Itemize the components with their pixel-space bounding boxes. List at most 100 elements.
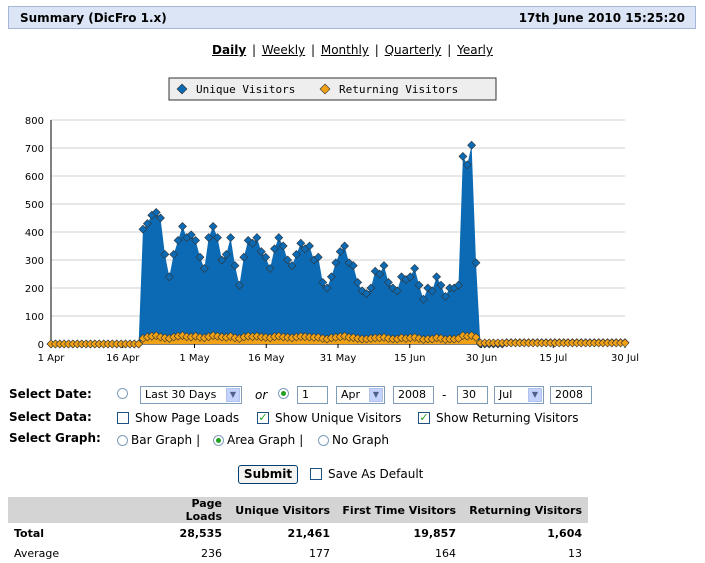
area-graph-radio[interactable] xyxy=(213,434,224,446)
bar-graph-label: Bar Graph xyxy=(131,433,193,447)
unique-visitors-point xyxy=(142,219,152,229)
range-radio[interactable] xyxy=(117,388,128,399)
table-row: Average 236 177 164 13 xyxy=(8,543,588,563)
no-graph-label: No Graph xyxy=(332,433,389,447)
separator: | xyxy=(374,43,379,57)
unique-visitors-point xyxy=(169,249,179,259)
unique-visitors-point xyxy=(454,280,463,290)
x-tick-label: 1 May xyxy=(179,353,209,364)
separator: | xyxy=(299,433,304,447)
unique-visitors-point xyxy=(318,277,328,287)
period-daily[interactable]: Daily xyxy=(212,43,247,57)
cell: 19,857 xyxy=(413,526,456,540)
col-unique-visitors: Unique Visitors xyxy=(228,497,336,523)
unique-visitors-point xyxy=(375,269,385,279)
x-tick-label: 16 Apr xyxy=(106,353,140,364)
unique-visitors-point xyxy=(313,252,323,262)
y-tick-label: 500 xyxy=(25,200,44,211)
unique-visitors-point xyxy=(278,241,288,251)
unique-visitors-point xyxy=(226,233,236,243)
range-select[interactable]: Last 30 Days ▼ xyxy=(140,386,242,404)
y-tick-label: 800 xyxy=(25,116,44,127)
x-tick-label: 30 Jun xyxy=(466,353,498,364)
unique-visitors-point xyxy=(462,160,472,170)
header-datetime: 17th June 2010 15:25:20 xyxy=(518,11,685,25)
from-day-input[interactable]: 1 xyxy=(297,386,328,404)
row-label: Average xyxy=(14,546,60,560)
unique-visitors-point xyxy=(340,241,350,251)
y-tick-label: 200 xyxy=(25,284,44,295)
summary-title: Summary (DicFro 1.x) xyxy=(20,11,167,25)
unique-visitors-point xyxy=(366,283,376,293)
submit-button[interactable]: Submit xyxy=(238,465,298,484)
bar-graph-option[interactable]: Bar Graph | xyxy=(117,433,200,447)
returning-checkbox[interactable]: ✓ xyxy=(418,411,430,424)
cell: 236 xyxy=(201,546,222,560)
unique-visitors-point xyxy=(458,151,468,161)
unique-visitors-point xyxy=(440,291,450,301)
unique-visitors-point xyxy=(186,230,196,240)
date-dash: - xyxy=(442,388,447,402)
stats-header-row: Page Loads Unique Visitors First Time Vi… xyxy=(8,497,588,523)
custom-range-radio[interactable] xyxy=(278,388,289,399)
returning-option[interactable]: ✓ Show Returning Visitors xyxy=(418,411,578,425)
period-monthly[interactable]: Monthly xyxy=(320,43,369,57)
save-default-checkbox[interactable] xyxy=(310,468,322,480)
from-year-input[interactable]: 2008 xyxy=(393,386,434,404)
period-weekly[interactable]: Weekly xyxy=(261,43,306,57)
page-loads-option[interactable]: Show Page Loads xyxy=(117,411,239,425)
unique-visitors-point xyxy=(383,277,393,287)
unique-visitors-area xyxy=(51,145,625,344)
unique-visitors-point xyxy=(256,247,266,257)
unique-visitors-point xyxy=(195,252,205,262)
or-label: or xyxy=(255,388,268,402)
unique-visitors-point xyxy=(138,224,148,234)
page-loads-checkbox[interactable] xyxy=(117,412,129,424)
unique-visitors-point xyxy=(353,277,363,287)
unique-visitors-point xyxy=(471,258,481,268)
no-graph-option[interactable]: No Graph xyxy=(318,433,389,447)
unique-visitors-point xyxy=(270,244,279,254)
select-data-label: Select Data: xyxy=(9,410,92,424)
from-month-value: Apr xyxy=(341,388,361,401)
to-day-input[interactable]: 30 xyxy=(457,386,488,404)
unique-visitors-point xyxy=(274,233,284,243)
save-default-option[interactable]: Save As Default xyxy=(310,467,423,481)
to-month-select[interactable]: Jul ▼ xyxy=(494,386,544,404)
y-tick-label: 700 xyxy=(25,144,44,155)
unique-visitors-point xyxy=(191,235,201,245)
legend-label: Unique Visitors xyxy=(196,83,295,96)
x-tick-label: 15 Jun xyxy=(394,353,426,364)
cell: 164 xyxy=(435,546,456,560)
x-tick-label: 15 Jul xyxy=(539,353,567,364)
chevron-down-icon: ▼ xyxy=(226,388,240,402)
unique-visitors-point xyxy=(151,207,161,217)
select-date-label: Select Date: xyxy=(9,387,92,401)
period-quarterly[interactable]: Quarterly xyxy=(384,43,442,57)
area-graph-label: Area Graph xyxy=(227,433,296,447)
period-yearly[interactable]: Yearly xyxy=(457,43,493,57)
period-nav: Daily | Weekly | Monthly | Quarterly | Y… xyxy=(0,43,705,57)
area-graph-option[interactable]: Area Graph | xyxy=(213,433,303,447)
unique-option[interactable]: ✓ Show Unique Visitors xyxy=(257,411,401,425)
legend-marker xyxy=(176,83,188,95)
unique-visitors-point xyxy=(230,261,240,271)
cell: 21,461 xyxy=(287,526,330,540)
col-page-loads: Page Loads xyxy=(150,497,228,523)
unique-visitors-point xyxy=(199,263,209,273)
col-first-time-visitors: First Time Visitors xyxy=(336,497,462,523)
unique-visitors-point xyxy=(291,249,301,259)
returning-visitors-point xyxy=(471,332,481,342)
unique-checkbox[interactable]: ✓ xyxy=(257,411,269,424)
unique-visitors-point xyxy=(405,272,415,282)
unique-visitors-point xyxy=(234,280,244,290)
unique-visitors-point xyxy=(204,233,214,243)
bar-graph-radio[interactable] xyxy=(117,434,128,446)
unique-visitors-point xyxy=(305,241,314,251)
unique-visitors-point xyxy=(239,252,249,262)
from-month-select[interactable]: Apr ▼ xyxy=(336,386,385,404)
to-year-input[interactable]: 2008 xyxy=(550,386,592,404)
unique-visitors-point xyxy=(418,294,428,304)
unique-visitors-point xyxy=(164,272,174,282)
no-graph-radio[interactable] xyxy=(318,434,329,446)
